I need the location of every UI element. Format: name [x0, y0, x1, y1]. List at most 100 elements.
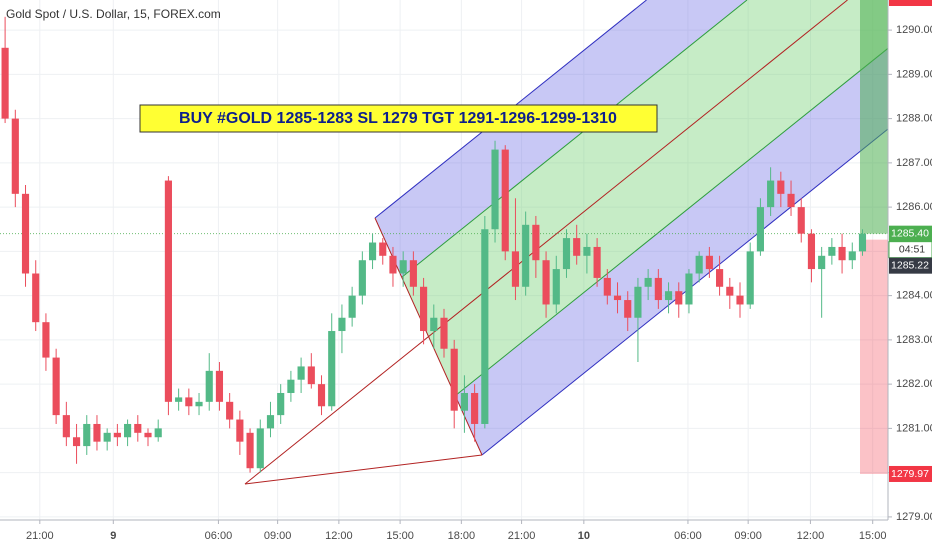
candle-body — [491, 149, 499, 230]
x-tick-label: 06:00 — [674, 530, 702, 542]
chart-title: Gold Spot / U.S. Dollar, 15, FOREX.com — [6, 7, 221, 21]
y-tick-label: 1289.00 — [896, 68, 932, 80]
candle-body — [675, 291, 683, 305]
countdown: 04:51 — [899, 243, 925, 255]
price-label-partial — [889, 0, 932, 6]
stop-zone — [860, 239, 888, 474]
x-tick-label: 21:00 — [26, 530, 54, 542]
x-tick-label: 15:00 — [386, 530, 414, 542]
annotation-background — [139, 104, 658, 133]
x-tick-label: 09:00 — [264, 530, 292, 542]
channel-fill — [455, 48, 888, 456]
candle-body — [634, 286, 642, 318]
candle-body — [756, 207, 764, 252]
channel-line — [454, 47, 889, 397]
price-label-box — [889, 225, 932, 242]
candle-body — [328, 331, 336, 407]
candle-body — [593, 246, 601, 278]
candle-body — [205, 370, 213, 402]
candle-body — [511, 251, 520, 287]
candle-body — [144, 432, 152, 438]
median-line — [244, 0, 848, 485]
candle-body — [113, 432, 121, 438]
candle-body — [358, 260, 366, 296]
candle-body — [644, 277, 652, 287]
candle-body — [277, 392, 285, 416]
candle-body — [562, 238, 571, 270]
candle-body — [807, 233, 816, 270]
channel-fill — [375, 0, 747, 278]
y-tick-label: 1290.00 — [896, 24, 932, 36]
candle-body — [542, 260, 550, 305]
candle-body — [42, 322, 50, 358]
candle-body — [746, 251, 754, 305]
candle-body — [767, 180, 775, 208]
candle-body — [154, 428, 162, 438]
candle-body — [787, 193, 795, 208]
candle-body — [716, 269, 724, 287]
candle-body — [603, 277, 611, 296]
x-tick-label: 12:00 — [325, 530, 353, 542]
y-tick-label: 1286.00 — [896, 201, 932, 213]
candle-body — [175, 397, 183, 402]
pitchfork — [244, 0, 889, 485]
candle-body — [858, 233, 867, 252]
candle-body — [52, 357, 60, 416]
candle-body — [818, 255, 826, 270]
candle-body — [287, 379, 295, 393]
candle-body — [471, 392, 479, 424]
x-tick-label: 12:00 — [797, 530, 825, 542]
x-tick-label: 18:00 — [448, 530, 476, 542]
y-tick-label: 1287.00 — [896, 157, 932, 169]
candle-body — [11, 118, 19, 194]
candle-body — [481, 229, 489, 424]
candle-body — [317, 384, 326, 407]
y-tick-label: 1288.00 — [896, 113, 932, 125]
price-label-box — [889, 465, 932, 482]
candle-body — [93, 423, 101, 442]
candle-body — [430, 317, 438, 332]
candle-body — [348, 295, 356, 318]
x-tick-label: 15:00 — [859, 530, 887, 542]
candle-body — [838, 246, 846, 261]
channel-line — [401, 0, 748, 278]
candle-body — [185, 397, 193, 407]
candle-body — [848, 251, 856, 261]
candle-body — [736, 295, 744, 305]
candle-body — [440, 317, 448, 349]
candles — [1, 16, 867, 473]
candle-body — [124, 423, 132, 438]
candle-body — [236, 419, 244, 442]
candle-body — [389, 255, 397, 274]
position-tool — [0, 0, 888, 474]
candle-body — [266, 415, 275, 429]
candle-body — [573, 238, 581, 256]
x-tick-label: 06:00 — [205, 530, 233, 542]
candle-body — [164, 180, 172, 402]
candle-body — [256, 428, 264, 469]
candle-body — [664, 291, 673, 301]
candle-body — [32, 273, 40, 323]
candle-body — [705, 255, 713, 270]
axes: 1279.001280.001281.001282.001283.001284.… — [26, 24, 932, 542]
candle-body — [613, 295, 622, 301]
time-axis — [0, 520, 888, 550]
candle-body — [246, 432, 254, 469]
candle-body — [777, 180, 785, 194]
candle-body — [399, 260, 407, 274]
candle-body — [552, 269, 560, 305]
y-tick-label: 1283.00 — [896, 334, 932, 346]
annotation-box: BUY #GOLD 1285-1283 SL 1279 TGT 1291-129… — [139, 104, 658, 133]
candle-body — [695, 255, 703, 274]
candle-body — [522, 224, 530, 287]
candle-body — [368, 242, 377, 261]
x-tick-label: 9 — [110, 530, 116, 542]
candle-body — [297, 366, 305, 380]
candle-body — [83, 423, 91, 447]
candle-body — [409, 260, 417, 287]
candle-body — [685, 273, 693, 305]
candle-body — [828, 246, 836, 256]
channel-fill — [401, 0, 888, 396]
